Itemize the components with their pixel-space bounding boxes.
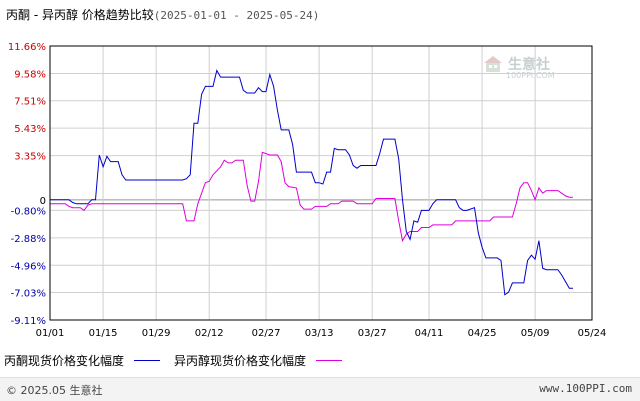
series-acetone-line (50, 69, 573, 296)
house-logo-icon (484, 56, 502, 72)
legend-series2-label: 异丙醇现货价格变化幅度 (174, 354, 307, 368)
chart-legend: 丙酮现货价格变化幅度 异丙醇现货价格变化幅度 (4, 352, 356, 369)
x-tick-label: 02/12 (195, 328, 224, 339)
footer-copyright: © 2025.05 生意社 (6, 384, 103, 397)
watermark: 生意社 100PPI.COM (482, 54, 555, 80)
x-tick-label: 01/01 (36, 328, 65, 339)
x-axis-ticks: 01/01 01/15 01/29 02/12 02/27 03/13 03/27 04/11… (36, 328, 607, 339)
footer-url[interactable]: www.100PPI.com (539, 382, 632, 395)
legend-series1-label: 丙酮现货价格变化幅度 (4, 354, 125, 368)
y-tick-label: -4.96% (11, 261, 46, 272)
watermark-site: 100PPI.COM (506, 71, 555, 80)
y-tick-label: 5.43% (14, 124, 46, 135)
x-tick-label: 04/11 (415, 328, 444, 339)
footer-bar: © 2025.05 生意社 www.100PPI.com (0, 377, 640, 401)
x-tick-label: 05/24 (578, 328, 607, 339)
y-tick-label: 11.66% (8, 42, 46, 53)
y-tick-label: -7.03% (11, 289, 46, 300)
x-tick-label: 05/09 (521, 328, 550, 339)
y-tick-label: -2.88% (11, 234, 46, 245)
chart-date-range: (2025-01-01 - 2025-05-24) (153, 9, 320, 22)
x-tick-label: 04/25 (468, 328, 497, 339)
series-isopropanol-line (50, 151, 573, 243)
x-tick-label: 02/27 (252, 328, 281, 339)
chart-title: 丙酮 - 异丙醇 价格趋势比较(2025-01-01 - 2025-05-24) (6, 6, 319, 23)
watermark-brand: 生意社 (508, 57, 550, 73)
chart-title-text: 丙酮 - 异丙醇 价格趋势比较 (6, 8, 154, 22)
legend-series1-swatch (134, 360, 161, 361)
x-tick-label: 03/13 (305, 328, 334, 339)
x-tick-label: 03/27 (358, 328, 387, 339)
y-tick-label: 0 (40, 196, 46, 207)
legend-series2-swatch (316, 360, 343, 361)
y-tick-label: -9.11% (11, 316, 46, 327)
y-axis-ticks: 11.66% 9.58% 7.51% 5.43% 3.35% 0-0.80% -2.88% -… (8, 42, 46, 327)
y-tick-label: 7.51% (14, 97, 46, 108)
x-tick-label: 01/29 (142, 328, 171, 339)
x-tick-label: 01/15 (89, 328, 118, 339)
y-tick-label: 3.35% (14, 152, 46, 163)
y-tick-label: -0.80% (11, 206, 46, 217)
y-tick-label: 9.58% (14, 69, 46, 80)
plot-frame (49, 45, 593, 321)
